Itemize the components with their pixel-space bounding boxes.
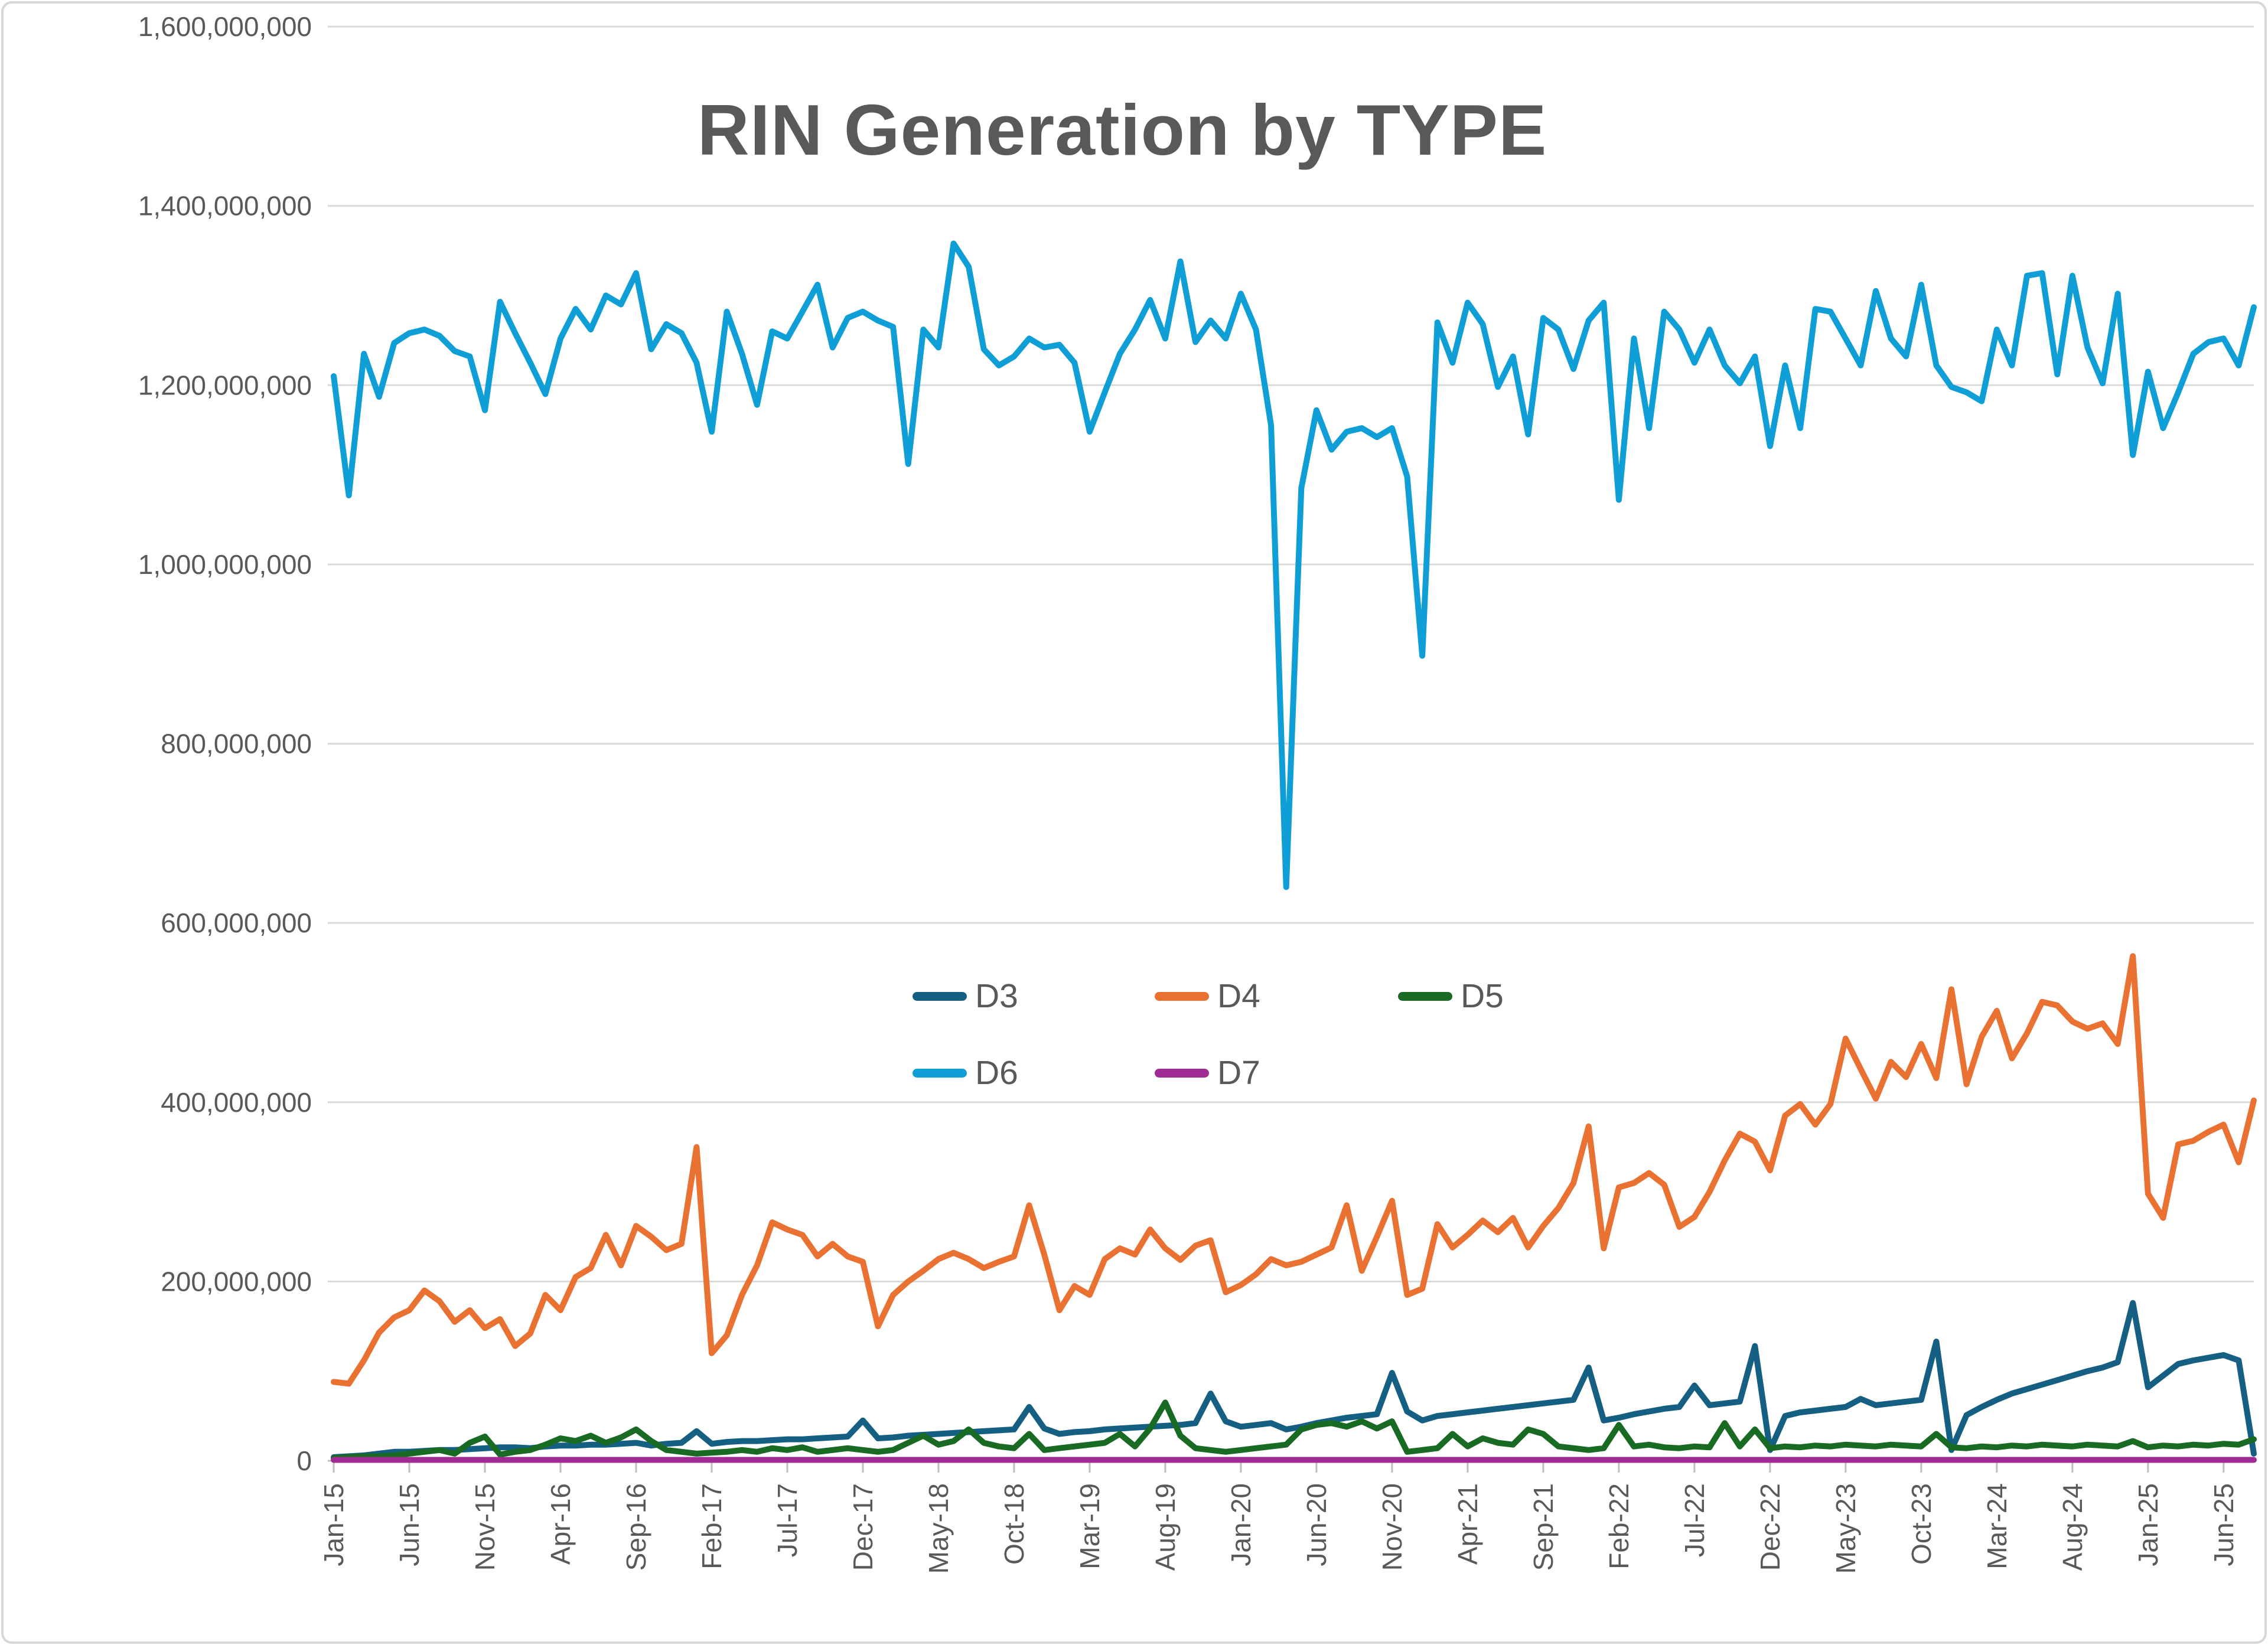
x-tick-label: Apr-16	[545, 1483, 576, 1565]
legend-swatch-D7	[1155, 1068, 1209, 1078]
x-tick-label: Jan-25	[2133, 1483, 2163, 1566]
y-tick-label: 600,000,000	[161, 908, 312, 938]
y-tick-label: 1,400,000,000	[138, 191, 312, 221]
legend-label-D7: D7	[1217, 1053, 1260, 1092]
series-line-D6	[331, 240, 2257, 890]
legend-swatch-D3	[913, 991, 967, 1001]
x-tick-label: Nov-20	[1377, 1483, 1407, 1571]
x-tick-label: Dec-17	[848, 1483, 878, 1571]
legend-label-D5: D5	[1461, 977, 1504, 1015]
x-tick-label: Nov-15	[470, 1483, 500, 1571]
x-tick-label: Jun-25	[2208, 1483, 2239, 1566]
x-tick-label: Jan-20	[1226, 1483, 1256, 1566]
legend-label-D3: D3	[975, 977, 1018, 1015]
x-tick-label: Aug-24	[2057, 1483, 2088, 1571]
x-tick-label: May-18	[923, 1483, 954, 1574]
series-line-D4	[331, 953, 2257, 1387]
x-tick-label: Jun-15	[394, 1483, 425, 1566]
legend-label-D6: D6	[975, 1053, 1018, 1092]
legend-swatch-D4	[1155, 991, 1209, 1001]
x-tick-label: Feb-22	[1604, 1483, 1634, 1569]
x-tick-label: Mar-24	[1982, 1483, 2012, 1569]
legend-item-D3: D3	[913, 977, 1155, 1015]
x-tick-label: Jun-20	[1301, 1483, 1332, 1566]
x-tick-label: Mar-19	[1074, 1483, 1105, 1569]
y-tick-label: 1,600,000,000	[138, 11, 312, 42]
y-tick-label: 400,000,000	[161, 1087, 312, 1118]
series-line-D5	[331, 1399, 2257, 1461]
x-tick-label: Dec-22	[1755, 1483, 1785, 1571]
x-tick-label: Jul-17	[772, 1483, 803, 1557]
y-tick-label: 0	[296, 1445, 312, 1476]
x-tick-label: Sep-16	[621, 1483, 651, 1571]
x-tick-label: May-23	[1830, 1483, 1861, 1574]
x-tick-label: Apr-21	[1452, 1483, 1483, 1565]
x-tick-label: Oct-23	[1906, 1483, 1937, 1565]
legend-label-D4: D4	[1217, 977, 1260, 1015]
y-tick-label: 200,000,000	[161, 1266, 312, 1297]
y-tick-label: 1,000,000,000	[138, 549, 312, 580]
y-tick-label: 1,200,000,000	[138, 370, 312, 400]
legend-item-D4: D4	[1155, 977, 1398, 1015]
legend-swatch-D5	[1398, 991, 1452, 1001]
legend-item-D6: D6	[913, 1056, 1155, 1090]
chart-legend: D3 D4 D5 D6 D7	[913, 958, 1640, 1111]
legend-item-D5: D5	[1398, 977, 1640, 1015]
legend-swatch-D6	[913, 1068, 967, 1078]
x-tick-label: Jul-22	[1679, 1483, 1710, 1557]
chart-title: RIN Generation by TYPE	[697, 90, 1547, 170]
x-tick-label: Feb-17	[696, 1483, 727, 1569]
x-tick-label: Oct-18	[999, 1483, 1029, 1565]
y-tick-label: 800,000,000	[161, 729, 312, 759]
x-tick-label: Sep-21	[1528, 1483, 1559, 1571]
legend-item-D7: D7	[1155, 1056, 1398, 1090]
x-tick-label: Aug-19	[1150, 1483, 1181, 1571]
x-tick-label: Jan-15	[318, 1483, 349, 1566]
